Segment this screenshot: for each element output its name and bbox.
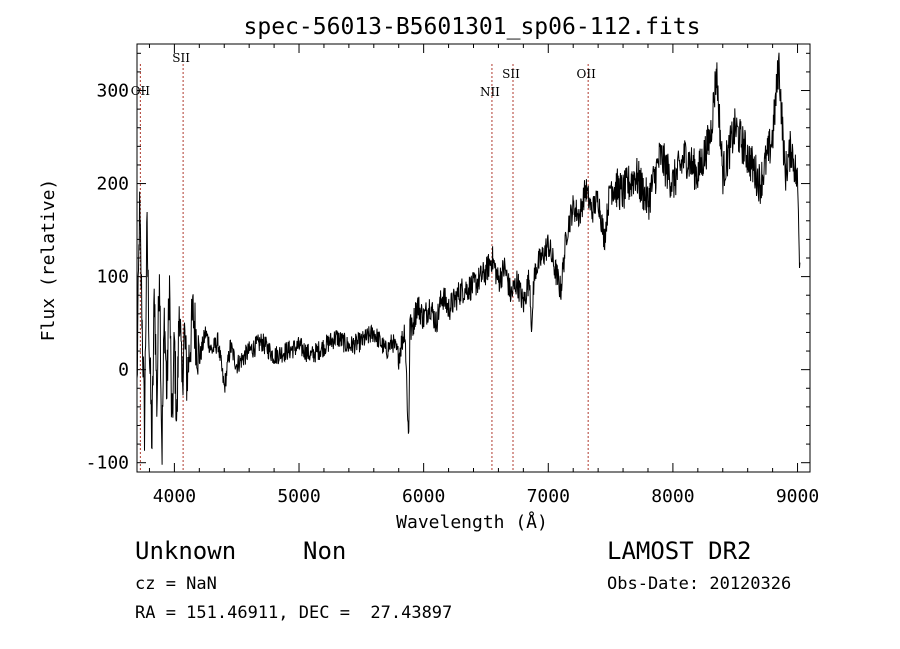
y-tick-label: 100 (96, 267, 129, 288)
x-tick-label: 7000 (527, 486, 570, 507)
obs-date: Obs-Date: 20120326 (607, 574, 792, 594)
redshift-cz: cz = NaN (135, 574, 217, 594)
emission-line-label: NII (480, 85, 500, 99)
object-subclass: Non (303, 537, 347, 565)
x-tick-label: 6000 (402, 486, 445, 507)
y-tick-label: 0 (118, 360, 129, 381)
chart-title: spec-56013-B5601301_sp06-112.fits (244, 14, 701, 40)
x-tick-label: 9000 (776, 486, 819, 507)
x-tick-label: 5000 (277, 486, 320, 507)
y-tick-label: 300 (96, 81, 129, 102)
object-class: Unknown (135, 537, 237, 565)
emission-line-label: OII (131, 84, 151, 98)
x-tick-label: 4000 (153, 486, 196, 507)
spectrum-chart: spec-56013-B5601301_sp06-112.fits Wavele… (38, 14, 819, 533)
spectrum-line (136, 52, 801, 465)
x-tick-label: 8000 (651, 486, 694, 507)
emission-line-label: OII (576, 67, 596, 81)
emission-line-label: SII (502, 67, 520, 81)
y-tick-label: -100 (86, 453, 129, 474)
x-axis-label: Wavelength (Å) (396, 511, 548, 533)
y-tick-label: 200 (96, 174, 129, 195)
plot-frame (136, 43, 811, 473)
coordinates: RA = 151.46911, DEC = 27.43897 (135, 603, 453, 623)
y-axis-label: Flux (relative) (38, 179, 59, 342)
emission-line-label: SII (172, 51, 190, 65)
survey-name: LAMOST DR2 (607, 537, 752, 565)
